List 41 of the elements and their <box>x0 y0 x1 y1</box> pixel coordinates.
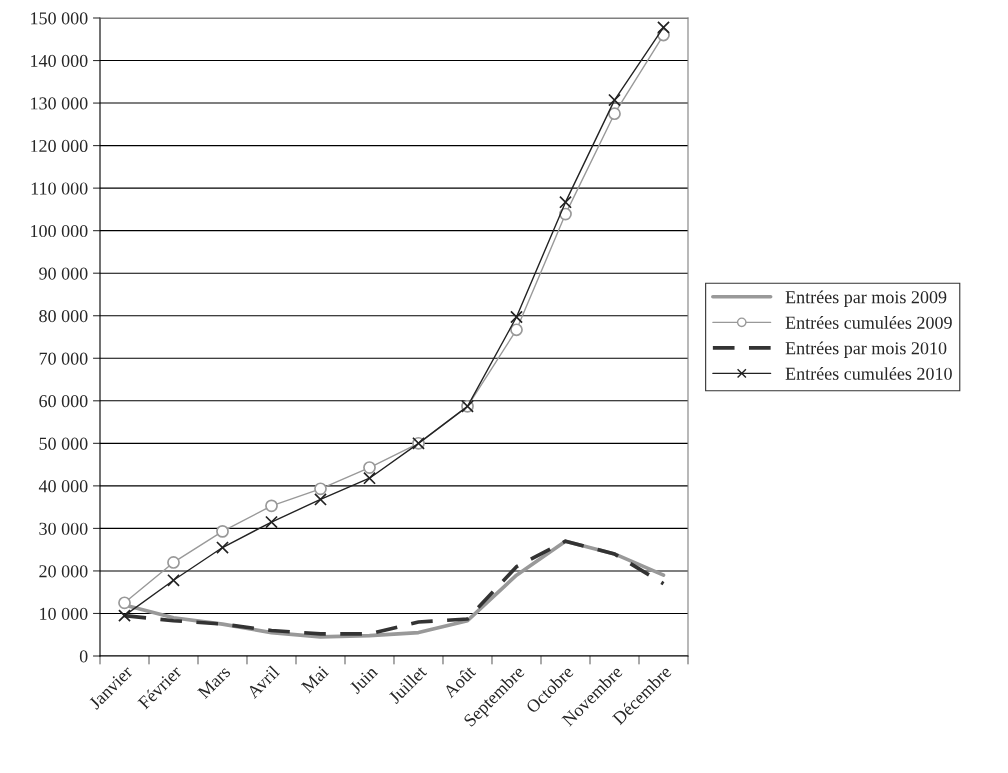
y-tick-label: 50 000 <box>39 437 88 450</box>
point <box>559 207 572 221</box>
y-tick-label: 60 000 <box>39 395 88 408</box>
y-tick-label: 70 000 <box>39 352 88 365</box>
y-tick-label: 30 000 <box>39 522 88 535</box>
point <box>265 499 278 513</box>
point <box>216 541 229 554</box>
y-tick-label: 130 000 <box>31 97 88 110</box>
point <box>608 93 621 107</box>
point <box>118 596 131 610</box>
y-tick-label: 20 000 <box>39 565 88 578</box>
y-tick-label: 140 000 <box>31 54 88 67</box>
y-tick-label: 90 000 <box>39 267 88 280</box>
y-tick-label: 150 000 <box>31 12 88 25</box>
legend-label: Entrées par mois 2010 <box>785 341 947 358</box>
legend-label: Entrées par mois 2009 <box>785 290 947 307</box>
point <box>363 461 376 474</box>
x-tick-label: Juin <box>348 664 379 695</box>
point <box>118 609 131 622</box>
y-tick-label: 120 000 <box>31 139 88 153</box>
point <box>510 310 523 324</box>
y-tick-label: 40 000 <box>38 480 88 493</box>
point <box>167 556 180 569</box>
y-tick-label: 0 <box>79 650 88 663</box>
y-tick-label: 100 000 <box>31 224 88 238</box>
y-tick-label: 80 000 <box>39 309 88 323</box>
y-tick-label: 110 000 <box>31 182 88 195</box>
point <box>363 471 376 485</box>
point <box>314 482 327 496</box>
point <box>216 524 229 538</box>
point <box>559 195 572 209</box>
legend-label: Entrées cumulées 2010 <box>785 367 952 380</box>
point <box>167 573 180 587</box>
y-tick-label: 10 000 <box>40 607 88 620</box>
point <box>608 107 621 121</box>
point <box>314 493 327 506</box>
x-tick-label: Mai <box>300 664 330 694</box>
point <box>657 20 670 34</box>
point <box>265 515 278 529</box>
legend-label: Entrées cumulées 2009 <box>785 316 952 329</box>
point <box>510 323 523 337</box>
